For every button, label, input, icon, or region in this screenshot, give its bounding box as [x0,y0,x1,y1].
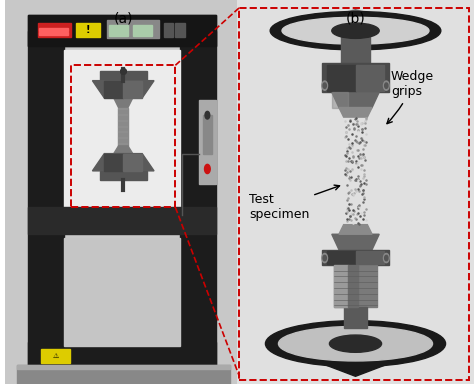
Polygon shape [123,154,142,171]
Polygon shape [123,81,142,98]
Polygon shape [332,92,348,108]
Ellipse shape [270,12,441,50]
Bar [71,65,175,207]
Bar [28,342,216,369]
Bar [334,265,377,307]
Bar [28,31,64,369]
Bar [100,71,147,81]
Ellipse shape [265,321,446,367]
Polygon shape [104,154,123,171]
Bar [17,365,230,369]
Bar [322,250,389,265]
Text: (a): (a) [113,12,133,25]
Bar [64,50,180,215]
Circle shape [385,83,388,88]
Bar [39,32,67,35]
Bar [164,23,173,37]
Polygon shape [339,225,372,234]
Bar [109,25,128,36]
Bar [38,23,71,37]
Bar [107,20,159,38]
Circle shape [385,255,388,261]
Polygon shape [104,81,123,98]
Bar [17,365,230,384]
Circle shape [383,253,389,263]
Ellipse shape [332,23,379,38]
Text: (b): (b) [346,12,365,25]
Text: ⚠: ⚠ [53,353,59,359]
Bar [327,65,356,91]
Ellipse shape [329,335,382,353]
Bar [341,33,370,65]
Circle shape [322,253,328,263]
Circle shape [322,81,328,90]
Polygon shape [339,108,372,117]
Polygon shape [92,154,154,171]
Ellipse shape [279,326,432,361]
Polygon shape [280,348,431,376]
Bar [175,23,185,37]
Bar [356,251,384,264]
Bar [327,251,356,264]
Circle shape [205,164,210,174]
Polygon shape [332,234,379,250]
Bar [100,171,147,180]
Bar [28,15,216,46]
Text: Wedge
grips: Wedge grips [387,71,434,124]
Bar [334,265,348,307]
Text: Test
specimen: Test specimen [249,185,339,221]
Polygon shape [280,12,431,27]
Polygon shape [332,92,379,108]
Bar [28,207,216,234]
Bar [322,63,389,92]
Circle shape [323,83,326,88]
Bar [199,100,216,184]
Bar [344,307,367,328]
Polygon shape [114,146,133,154]
Polygon shape [118,108,128,146]
Bar [356,65,384,91]
Polygon shape [289,10,422,27]
Circle shape [383,81,389,90]
Bar [39,28,67,31]
Polygon shape [92,81,154,98]
Polygon shape [114,98,133,108]
Bar [202,115,212,154]
Bar [180,31,216,369]
Bar [348,265,358,307]
Circle shape [205,111,210,119]
Bar [28,15,216,46]
Ellipse shape [282,17,429,44]
Text: !: ! [85,25,90,35]
Bar [133,25,152,36]
Bar [76,23,100,37]
Bar [64,238,180,346]
Bar [42,349,70,363]
Circle shape [323,255,326,261]
